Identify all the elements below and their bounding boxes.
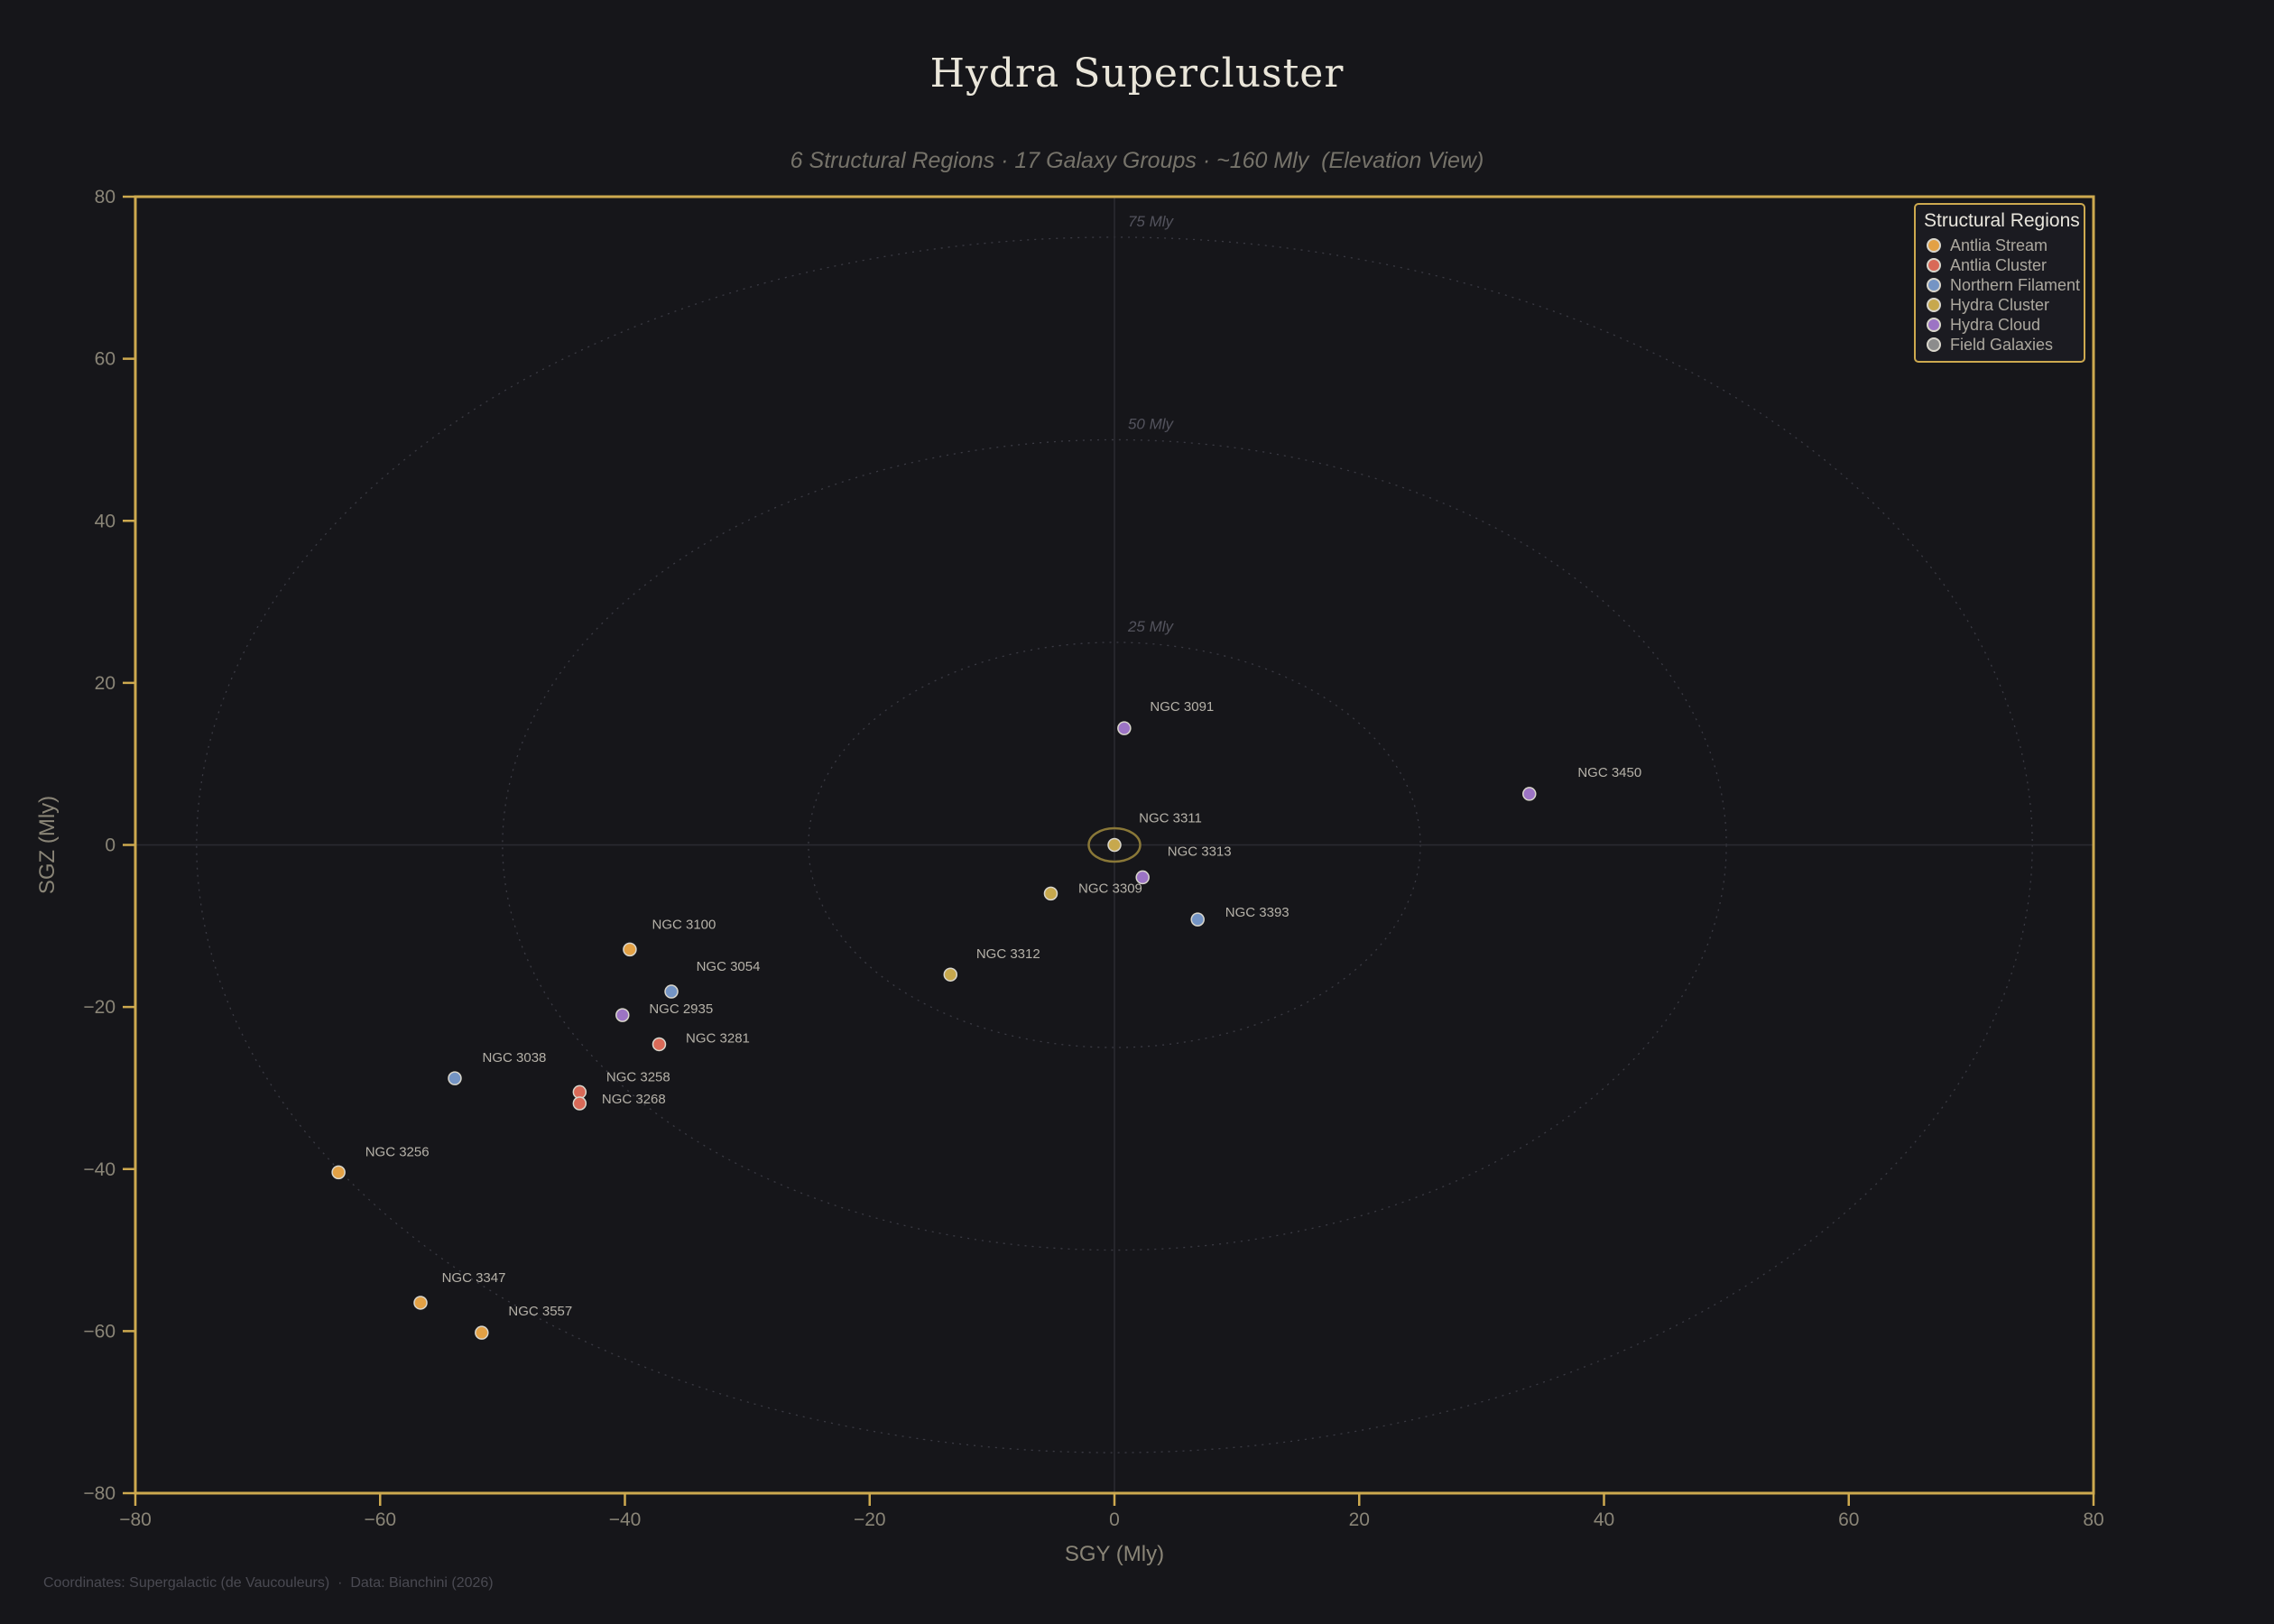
- legend-swatch-icon: [1927, 298, 1941, 312]
- galaxy-point-ngc-3038: [448, 1071, 462, 1085]
- legend-item-label: Hydra Cloud: [1950, 315, 2041, 334]
- x-tick-label: 20: [1349, 1509, 1370, 1530]
- galaxy-label-ngc-3312: NGC 3312: [976, 946, 1040, 962]
- galaxy-label-ngc-3557: NGC 3557: [508, 1304, 572, 1319]
- galaxy-point-ngc-3281: [652, 1037, 667, 1052]
- legend-item-label: Antlia Stream: [1950, 235, 2048, 254]
- legend-items: Antlia Stream Antlia Cluster Northern Fila…: [1924, 235, 2080, 355]
- galaxy-label-ngc-3393: NGC 3393: [1225, 905, 1290, 920]
- galaxy-point-ngc-3311: [1107, 837, 1122, 853]
- galaxy-point-ngc-3312: [943, 967, 958, 982]
- legend-swatch-icon: [1927, 337, 1941, 352]
- galaxy-point-ngc-3309: [1043, 886, 1058, 901]
- y-tick-label: 20: [95, 673, 116, 694]
- galaxy-point-ngc-3256: [331, 1165, 346, 1180]
- galaxy-point-ngc-3091: [1117, 721, 1132, 735]
- galaxy-point-ngc-3100: [623, 942, 637, 957]
- x-tick-label: 60: [1838, 1509, 1859, 1530]
- galaxy-label-ngc-3311: NGC 3311: [1139, 811, 1202, 826]
- galaxy-point-ngc-3450: [1522, 787, 1537, 801]
- galaxy-label-ngc-3309: NGC 3309: [1078, 881, 1142, 896]
- legend-item-hydra-cluster: Hydra Cluster: [1924, 295, 2075, 315]
- legend-item-hydra-cloud: Hydra Cloud: [1924, 315, 2075, 335]
- y-axis-label: SGZ (Mly): [35, 796, 60, 894]
- galaxy-label-ngc-3281: NGC 3281: [686, 1030, 750, 1046]
- galaxy-label-ngc-3054: NGC 3054: [697, 959, 761, 974]
- legend-item-field-galaxies: Field Galaxies: [1924, 335, 2075, 355]
- y-tick-label: 60: [95, 349, 116, 370]
- y-tick-label: 40: [95, 511, 116, 531]
- galaxy-label-ngc-3091: NGC 3091: [1150, 699, 1214, 715]
- x-tick-label: 40: [1594, 1509, 1614, 1530]
- y-tick-label: −20: [83, 997, 116, 1018]
- highlight-ellipse: [1087, 826, 1142, 863]
- x-tick-label: 0: [1109, 1509, 1120, 1530]
- y-tick-label: −80: [83, 1483, 116, 1504]
- x-tick-label: −80: [119, 1509, 152, 1530]
- galaxy-point-ngc-2935: [615, 1008, 630, 1022]
- legend-item-label: Antlia Cluster: [1950, 255, 2048, 274]
- legend-swatch-icon: [1927, 318, 1941, 332]
- galaxy-point-ngc-3347: [413, 1296, 428, 1310]
- x-axis-label: SGY (Mly): [1065, 1542, 1164, 1566]
- galaxy-point-ngc-3268: [572, 1096, 587, 1111]
- chart-subtitle: 6 Structural Regions · 17 Galaxy Groups …: [790, 148, 1484, 173]
- legend: Structural Regions Antlia Stream Antlia C…: [1914, 203, 2085, 363]
- galaxy-label-ngc-3268: NGC 3268: [602, 1092, 666, 1107]
- ring-label-50mly: 50 Mly: [1128, 415, 1175, 432]
- y-tick-label: 0: [105, 835, 116, 856]
- legend-item-antlia-stream: Antlia Stream: [1924, 235, 2075, 255]
- legend-swatch-icon: [1927, 278, 1941, 292]
- legend-swatch-icon: [1927, 238, 1941, 253]
- legend-item-antlia-cluster: Antlia Cluster: [1924, 255, 2075, 275]
- galaxy-point-ngc-3313: [1135, 870, 1150, 885]
- galaxy-label-ngc-3038: NGC 3038: [483, 1050, 547, 1066]
- y-tick-label: 80: [95, 187, 116, 208]
- galaxy-label-ngc-3100: NGC 3100: [652, 917, 716, 932]
- galaxy-point-ngc-3393: [1190, 912, 1205, 927]
- y-tick-label: −60: [83, 1321, 116, 1342]
- galaxy-point-ngc-3054: [664, 984, 679, 999]
- x-tick-label: −60: [364, 1509, 396, 1530]
- ring-label-25mly: 25 Mly: [1127, 618, 1175, 635]
- y-tick-label: −40: [83, 1159, 116, 1180]
- galaxy-label-ngc-3258: NGC 3258: [606, 1069, 670, 1084]
- galaxy-label-ngc-3256: NGC 3256: [365, 1144, 430, 1159]
- galaxy-label-ngc-3313: NGC 3313: [1168, 844, 1232, 859]
- galaxy-label-ngc-3347: NGC 3347: [442, 1270, 506, 1286]
- x-tick-label: −20: [854, 1509, 886, 1530]
- galaxy-label-ngc-3450: NGC 3450: [1577, 765, 1641, 780]
- legend-item-label: Field Galaxies: [1950, 335, 2054, 354]
- x-tick-label: −40: [609, 1509, 642, 1530]
- ring-label-75mly: 75 Mly: [1128, 213, 1175, 230]
- legend-item-label: Hydra Cluster: [1950, 295, 2050, 314]
- footer-note: Coordinates: Supergalactic (de Vaucouleu…: [43, 1575, 494, 1591]
- legend-item-northern-filament: Northern Filament: [1924, 275, 2080, 295]
- galaxy-label-ngc-2935: NGC 2935: [649, 1001, 713, 1017]
- galaxy-point-ngc-3557: [475, 1325, 489, 1340]
- legend-title: Structural Regions: [1924, 210, 2080, 231]
- legend-item-label: Northern Filament: [1950, 275, 2081, 294]
- legend-swatch-icon: [1927, 258, 1941, 272]
- x-tick-label: 80: [2083, 1509, 2103, 1530]
- chart-title: Hydra Supercluster: [929, 51, 1345, 97]
